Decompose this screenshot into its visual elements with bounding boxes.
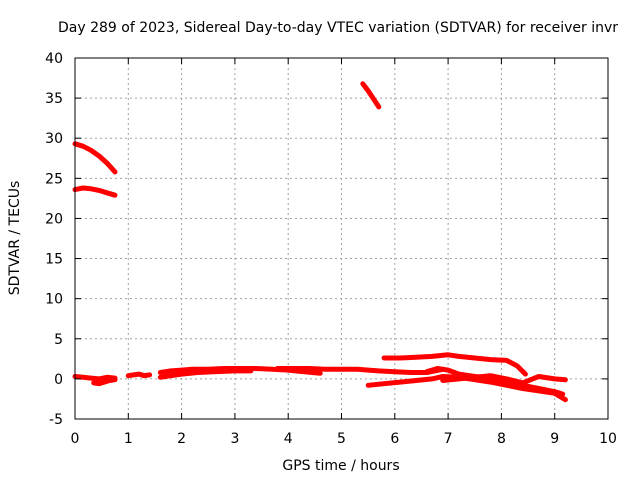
y-tick-label: 30 [45, 131, 63, 147]
x-tick-label: 6 [390, 431, 399, 447]
series-line-arc-13 [440, 373, 568, 386]
series-line-arc-9 [275, 366, 446, 375]
x-tick-label: 2 [177, 431, 186, 447]
x-tick-label: 10 [599, 431, 617, 447]
series-line-arc-2 [72, 185, 118, 198]
y-tick-label: 5 [54, 332, 63, 348]
x-tick-label: 8 [497, 431, 506, 447]
y-tick-label: 10 [45, 292, 63, 308]
axis-ticks: 0 1 2 3 4 5 6 7 8 9 10 -5 0 5 10 15 20 25 30 35 40 [45, 51, 617, 447]
y-tick-label: 40 [45, 51, 63, 67]
series-line-arc-10 [381, 352, 528, 377]
x-tick-label: 0 [71, 431, 80, 447]
x-tick-label: 3 [230, 431, 239, 447]
series-line-arc-3 [360, 81, 382, 110]
grid [75, 58, 608, 419]
y-tick-label: 35 [45, 91, 63, 107]
y-tick-label: 0 [54, 372, 63, 388]
x-tick-label: 5 [337, 431, 346, 447]
y-tick-label: 15 [45, 252, 63, 268]
x-tick-label: 4 [284, 431, 293, 447]
series-line-arc-6 [125, 371, 153, 379]
chart-title: Day 289 of 2023, Sidereal Day-to-day VTE… [58, 20, 618, 36]
x-axis-label: GPS time / hours [282, 458, 399, 474]
x-tick-label: 9 [550, 431, 559, 447]
y-tick-label: -5 [49, 412, 63, 428]
y-axis-label: SDTVAR / TECUs [7, 181, 23, 296]
x-tick-label: 1 [124, 431, 133, 447]
series-line-arc-8 [157, 368, 254, 380]
series-line-arc-5 [91, 377, 118, 387]
data-series [72, 81, 568, 403]
y-tick-label: 25 [45, 171, 63, 187]
y-tick-label: 20 [45, 211, 63, 227]
series-line-arc-4 [72, 374, 118, 382]
series-line-arc-1 [72, 141, 118, 175]
x-tick-label: 7 [444, 431, 453, 447]
